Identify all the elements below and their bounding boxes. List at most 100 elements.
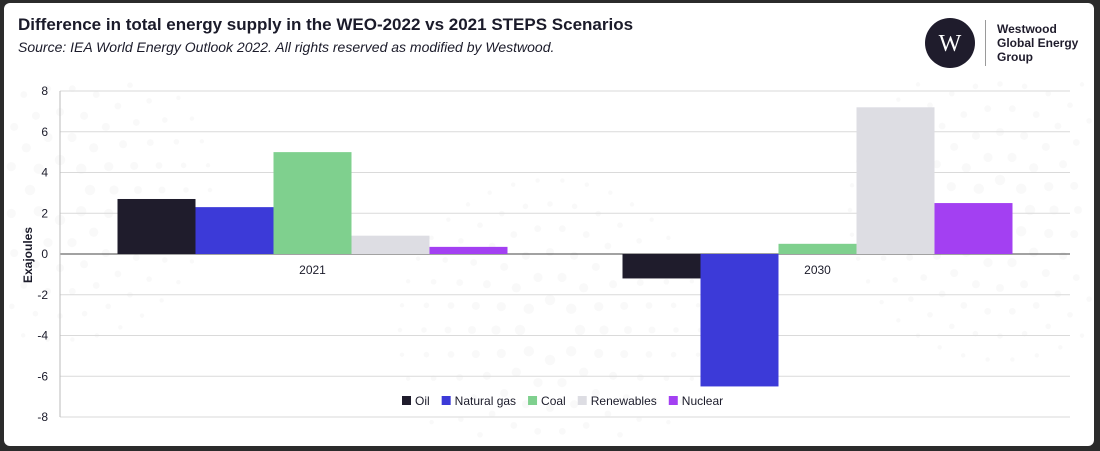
background-dot: [1010, 357, 1015, 362]
background-dot: [190, 116, 195, 121]
background-dot: [949, 91, 955, 97]
background-dot: [599, 325, 608, 334]
background-dot: [617, 222, 623, 228]
background-dot: [557, 273, 566, 282]
legend-swatch: [577, 396, 587, 405]
background-dot: [575, 325, 586, 336]
y-tick-label: 2: [41, 206, 48, 220]
legend-label: Nuclear: [682, 394, 723, 408]
background-dot: [983, 153, 992, 162]
background-dot: [848, 208, 853, 213]
background-dot: [67, 133, 76, 142]
brand-name-line-1: Westwood: [997, 22, 1057, 36]
background-dot: [1029, 248, 1038, 257]
background-dot: [82, 311, 88, 317]
background-dot: [524, 346, 535, 357]
background-dot: [583, 422, 590, 429]
background-dot: [176, 96, 181, 101]
background-dot: [512, 368, 521, 377]
background-dot: [637, 279, 644, 286]
background-dot: [1044, 182, 1053, 191]
background-dot: [80, 112, 88, 120]
bar-coal-2021: [273, 152, 352, 254]
background-dot: [400, 352, 405, 357]
brand-name: Westwood Global Energy Group: [997, 22, 1087, 64]
background-dot: [534, 225, 541, 232]
background-dot: [560, 178, 565, 183]
background-dot: [1009, 308, 1016, 315]
background-dot: [974, 184, 985, 195]
legend-swatch: [441, 396, 451, 405]
background-dot: [696, 352, 701, 357]
background-dot: [114, 270, 121, 277]
background-dot: [566, 304, 577, 315]
background-dot: [118, 325, 123, 330]
background-dot: [624, 326, 632, 334]
background-dot: [594, 302, 603, 311]
background-dot: [456, 374, 463, 381]
background-dot: [429, 420, 434, 425]
background-dot: [983, 258, 992, 267]
background-dot: [996, 284, 1004, 292]
background-dot: [920, 274, 927, 281]
brand-block: W Westwood Global Energy Group: [925, 18, 1085, 70]
background-dot: [127, 82, 133, 88]
background-dot: [690, 376, 695, 381]
background-dot: [445, 327, 452, 334]
background-dot: [190, 259, 195, 264]
background-dot: [1054, 123, 1061, 130]
bar-nuclear-2021: [429, 246, 508, 254]
background-dot: [406, 279, 411, 284]
background-dot: [1073, 139, 1080, 146]
background-dot: [666, 420, 671, 425]
background-dot: [159, 298, 164, 303]
background-dot: [866, 279, 871, 284]
background-dot: [949, 324, 955, 330]
background-dot: [604, 410, 611, 417]
background-dot: [522, 252, 530, 260]
background-dot: [442, 257, 448, 263]
background-dot: [80, 260, 88, 268]
y-tick-label: -4: [37, 329, 48, 343]
background-dot: [906, 254, 913, 261]
bar-oil-2030: [622, 254, 701, 279]
background-dot: [524, 304, 535, 315]
background-dot: [109, 185, 118, 194]
y-tick-label: 4: [41, 166, 48, 180]
background-dot: [400, 303, 405, 308]
background-dot: [512, 283, 521, 292]
brand-name-line-2: Global Energy: [997, 36, 1079, 50]
background-dot: [470, 259, 477, 266]
background-dot: [856, 256, 861, 261]
background-dot: [181, 163, 187, 169]
background-dot: [671, 352, 677, 358]
background-dot: [984, 308, 991, 315]
background-dot: [174, 139, 180, 145]
bars: [117, 107, 1013, 387]
background-dot: [69, 288, 76, 295]
background-dot: [140, 313, 145, 318]
background-dot: [89, 143, 98, 152]
background-dot: [1029, 163, 1038, 172]
background-dot: [960, 302, 967, 309]
background-dot: [487, 190, 492, 195]
background-dot: [896, 318, 901, 323]
background-dot: [33, 311, 39, 317]
background-dot: [448, 351, 455, 358]
background-dot: [472, 302, 480, 310]
background-dot: [511, 182, 516, 187]
background-dot: [646, 302, 653, 309]
background-dot: [1058, 345, 1063, 350]
background-dot: [146, 276, 152, 282]
background-dot: [105, 304, 111, 310]
background-dot: [1070, 182, 1078, 190]
background-dot: [609, 280, 617, 288]
x-tick-label: 2030: [804, 263, 831, 277]
background-dot: [995, 175, 1006, 186]
background-dot: [896, 97, 901, 102]
background-dot: [458, 238, 464, 244]
x-tick-label: 2021: [299, 263, 326, 277]
background-dot: [533, 378, 542, 387]
background-dot: [208, 188, 213, 193]
background-dot: [850, 232, 855, 237]
